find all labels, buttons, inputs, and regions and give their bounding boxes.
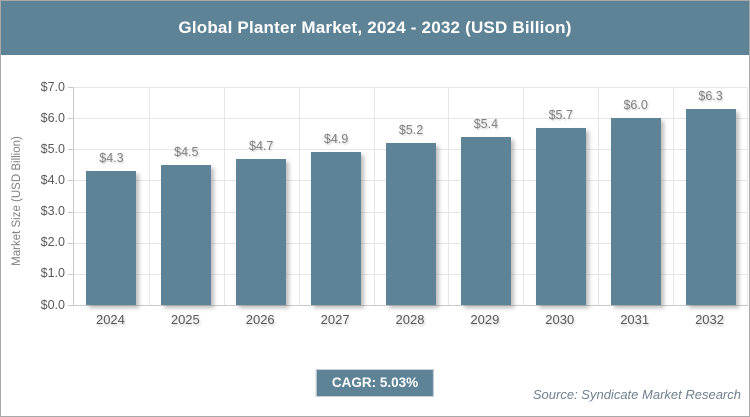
y-tick-label: $3.0 — [40, 204, 65, 219]
y-axis-tick-mark — [68, 211, 74, 213]
v-gridline — [448, 87, 450, 305]
bar — [685, 108, 736, 305]
x-tick-label: 2027 — [320, 312, 350, 327]
v-gridline — [148, 87, 150, 305]
bar-value-label: $4.5 — [174, 144, 199, 159]
bar — [535, 127, 586, 305]
h-gridline — [74, 87, 748, 88]
plot-area: $4.3 $4.5 $4.7 $4.9 $5.2 $5.4 $5.7 $6.0 $6.3 — [68, 87, 748, 306]
v-gridline — [223, 87, 225, 305]
y-axis-tick-mark — [68, 149, 74, 151]
x-tick-label: 2024 — [95, 312, 125, 327]
x-axis-tick-labels: 2024 2025 2026 2027 2028 2029 2030 2031 2032 — [73, 312, 747, 332]
y-tick-label: $7.0 — [40, 79, 65, 94]
bar — [386, 143, 436, 305]
y-axis-tick-labels: $7.0 $6.0 $5.0 $4.0 $3.0 $2.0 $1.0 $0.0 — [1, 80, 65, 312]
v-gridline — [747, 87, 748, 305]
bar — [610, 118, 661, 305]
x-tick-label: 2026 — [245, 312, 275, 327]
bar-value-label: $4.9 — [323, 132, 349, 147]
y-axis-tick-mark — [68, 180, 74, 182]
y-tick-label: $0.0 — [40, 297, 65, 312]
cagr-badge: CAGR: 5.03% — [315, 369, 435, 397]
y-tick-label: $6.0 — [40, 110, 65, 125]
y-axis-tick-mark — [68, 273, 74, 275]
v-gridline — [598, 87, 600, 305]
y-tick-label: $1.0 — [40, 266, 65, 281]
bar-value-label: $6.3 — [698, 88, 723, 103]
v-gridline — [298, 87, 300, 305]
h-gridline — [74, 118, 748, 120]
bar-value-label: $4.7 — [249, 138, 274, 153]
bar-value-label: $4.3 — [99, 151, 124, 166]
x-tick-label: 2031 — [620, 312, 650, 327]
x-tick-label: 2025 — [170, 312, 200, 327]
bar-value-label: $5.7 — [548, 107, 573, 122]
x-tick-label: 2029 — [470, 312, 500, 327]
chart-title-bar: Global Planter Market, 2024 - 2032 (USD … — [1, 1, 749, 55]
bar-value-label: $6.0 — [623, 98, 648, 113]
x-tick-label: 2032 — [695, 312, 724, 327]
x-tick-label: 2030 — [545, 312, 575, 327]
v-gridline — [373, 87, 375, 305]
source-attribution: Source: Syndicate Market Research — [532, 387, 741, 402]
v-gridline — [673, 87, 675, 305]
bar — [311, 152, 362, 305]
y-axis-tick-mark — [68, 118, 74, 120]
chart-title: Global Planter Market, 2024 - 2032 (USD … — [178, 18, 572, 37]
bar — [236, 158, 287, 305]
v-gridline — [523, 87, 525, 305]
y-tick-label: $5.0 — [40, 141, 65, 156]
y-axis-tick-mark — [68, 87, 74, 88]
bar-value-label: $5.4 — [473, 116, 499, 131]
bar — [86, 171, 137, 305]
bar — [161, 164, 212, 305]
y-tick-label: $2.0 — [40, 235, 65, 250]
bar — [460, 136, 511, 305]
y-axis-tick-mark — [68, 305, 74, 306]
bar-value-label: $5.2 — [398, 123, 424, 138]
y-axis-tick-mark — [68, 242, 74, 244]
x-tick-label: 2028 — [395, 312, 425, 327]
y-tick-label: $4.0 — [40, 172, 65, 187]
